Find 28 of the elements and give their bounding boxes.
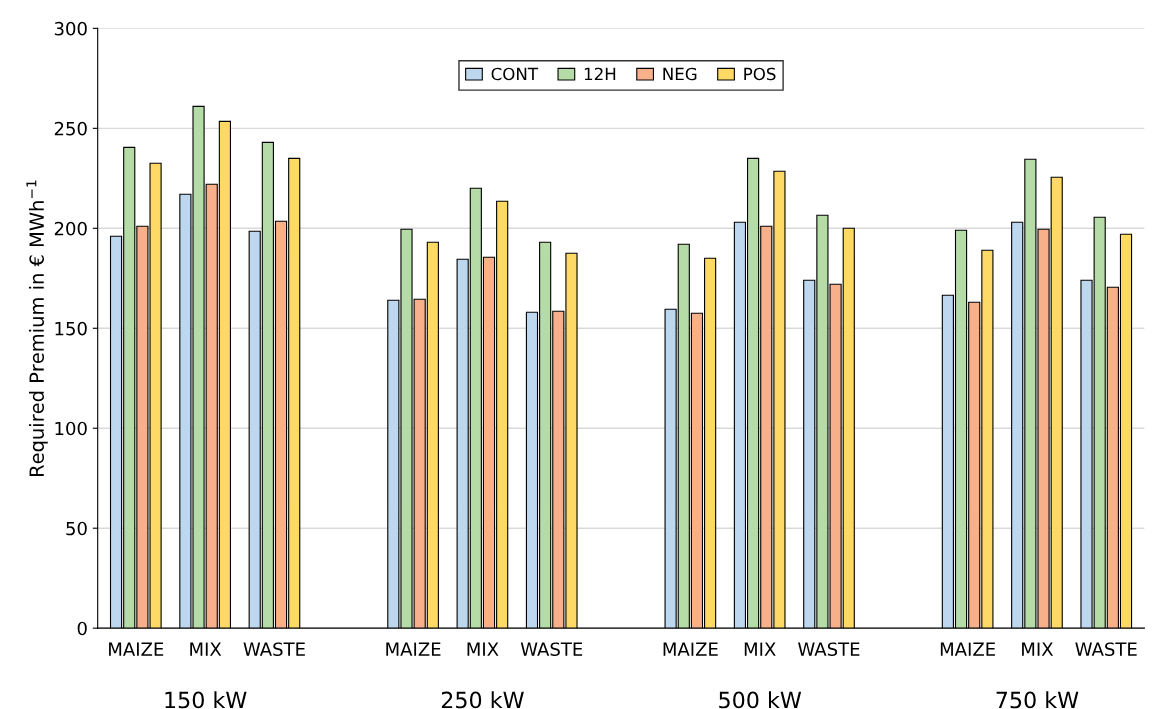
text: 250 kW <box>441 691 524 709</box>
y-tick-label: 50 <box>66 521 87 536</box>
x-tick-label: MIX <box>190 642 222 656</box>
x-tick-label: WASTE <box>1075 642 1137 657</box>
legend-label: NEG <box>663 67 697 81</box>
x-tick-label: MIX <box>744 642 776 656</box>
x-tick-label: WASTE <box>798 642 860 657</box>
y-tick-label: 300 <box>54 21 87 36</box>
y-tick-label: 150 <box>55 321 87 336</box>
x-tick-label: WASTE <box>520 642 583 657</box>
x-tick-label: MAIZE <box>386 642 441 656</box>
y-tick-label: 100 <box>55 421 87 436</box>
x-tick-label: WASTE <box>243 642 305 657</box>
y-axis-title: Required Premium in € MWh$^{−1}$ <box>26 180 48 476</box>
x-tick-label: MAIZE <box>663 642 718 656</box>
x-tick-label: MIX <box>467 642 499 656</box>
text: 500 kW <box>719 691 802 709</box>
legend-label: CONT <box>491 67 539 81</box>
text: 750 kW <box>996 691 1079 709</box>
legend-label: POS <box>744 67 776 81</box>
x-tick-label: MAIZE <box>940 642 995 656</box>
y-tick-label: 0 <box>77 621 87 636</box>
y-tick-label: 250 <box>54 121 87 136</box>
y-tick-label: 200 <box>54 221 87 236</box>
x-tick-label: MAIZE <box>109 642 164 656</box>
x-tick-label: MIX <box>1022 642 1054 656</box>
legend-label: 12H <box>584 67 616 81</box>
text: 150 kW <box>165 691 247 709</box>
